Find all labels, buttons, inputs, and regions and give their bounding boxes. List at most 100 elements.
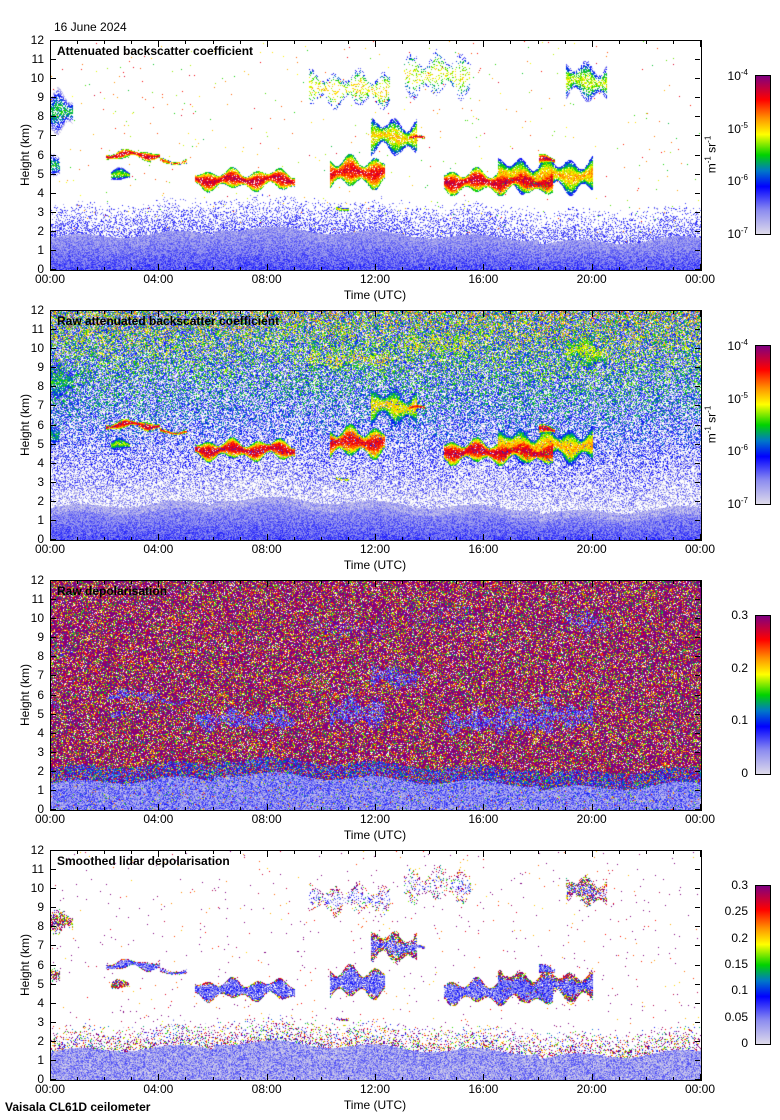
x-tick-mark <box>185 537 187 540</box>
y-tick-label: 1 <box>37 512 44 527</box>
y-tick-mark <box>695 78 700 80</box>
x-tick-mark <box>347 41 349 44</box>
colorbar <box>755 75 771 235</box>
y-tick-label: 10 <box>30 611 44 626</box>
x-tick-label: 16:00 <box>468 542 499 556</box>
y-tick-mark <box>51 367 56 369</box>
y-tick-mark <box>695 348 700 350</box>
x-tick-mark <box>185 1077 187 1080</box>
y-tick-label: 12 <box>30 33 44 47</box>
y-tick-mark <box>695 1079 700 1080</box>
y-tick-mark <box>695 926 700 928</box>
y-tick-mark <box>695 637 700 639</box>
x-tick-mark <box>456 1077 458 1080</box>
y-tick-label: 4 <box>37 185 44 200</box>
x-tick-mark <box>618 311 620 314</box>
x-tick-mark <box>158 264 160 270</box>
y-tick-mark <box>695 618 700 620</box>
x-tick-mark <box>77 267 79 270</box>
y-tick-mark <box>695 97 700 99</box>
x-tick-mark <box>347 267 349 270</box>
x-tick-mark <box>645 311 647 314</box>
x-tick-mark <box>239 807 241 810</box>
x-axis-label: Time (UTC) <box>343 828 407 842</box>
y-tick-mark <box>695 211 700 213</box>
y-tick-label: 4 <box>37 455 44 470</box>
x-tick-mark <box>266 581 268 587</box>
x-tick-mark <box>402 41 404 44</box>
x-tick-mark <box>672 537 674 540</box>
colorbar-tick-base: 0.15 <box>724 957 748 971</box>
y-tick-mark <box>695 945 700 947</box>
y-tick-label: 0 <box>37 532 44 546</box>
y-tick-label: 6 <box>37 957 44 972</box>
x-tick-mark <box>158 41 160 47</box>
y-tick-label: 0 <box>37 802 44 816</box>
x-tick-mark <box>402 1077 404 1080</box>
x-tick-label: 00:00 <box>684 1082 716 1096</box>
x-tick-mark <box>564 537 566 540</box>
x-tick-mark <box>510 807 512 810</box>
x-tick-mark <box>700 851 701 857</box>
x-tick-label: 20:00 <box>576 812 607 826</box>
x-tick-mark <box>185 311 187 314</box>
y-tick-label: 9 <box>37 90 44 105</box>
x-tick-mark <box>700 804 701 810</box>
unit-m: m <box>704 433 719 444</box>
x-tick-mark <box>375 804 376 810</box>
y-tick-mark <box>695 713 700 715</box>
x-tick-mark <box>645 807 647 810</box>
x-tick-mark <box>537 267 539 270</box>
x-tick-label: 04:00 <box>143 542 174 556</box>
x-tick-mark <box>375 851 376 857</box>
x-tick-mark <box>320 581 322 584</box>
colorbar-tick-label: 0 <box>700 1036 748 1050</box>
y-tick-label: 12 <box>30 303 44 317</box>
y-tick-label: 12 <box>30 843 44 857</box>
y-tick-mark <box>51 116 56 118</box>
plot-area-smoothed-depol: Smoothed lidar depolarisation <box>50 850 702 1081</box>
colorbar-tick-label: 10-5 <box>700 391 748 406</box>
y-tick-mark <box>51 230 56 232</box>
x-tick-mark <box>456 41 458 44</box>
x-tick-mark <box>591 534 593 540</box>
x-tick-mark <box>131 807 133 810</box>
x-tick-mark <box>591 1074 593 1080</box>
x-tick-mark <box>375 1074 376 1080</box>
x-tick-mark <box>77 41 79 44</box>
y-tick-label: 11 <box>31 322 44 337</box>
y-tick-mark <box>695 770 700 772</box>
y-tick-mark <box>695 888 700 890</box>
heatmap-attenuated-backscatter <box>51 41 701 270</box>
x-tick-label: 08:00 <box>251 812 282 826</box>
y-tick-label: 3 <box>37 474 44 489</box>
x-tick-mark <box>158 581 160 587</box>
y-tick-mark <box>51 481 56 483</box>
x-tick-mark <box>483 264 485 270</box>
y-tick-mark <box>51 1002 56 1004</box>
x-tick-mark <box>700 581 701 587</box>
x-tick-mark <box>645 267 647 270</box>
x-tick-mark <box>429 1077 431 1080</box>
x-tick-mark <box>185 851 187 854</box>
x-tick-mark <box>158 851 160 857</box>
x-tick-mark <box>591 804 593 810</box>
instrument-label: Vaisala CL61D ceilometer <box>5 1100 151 1114</box>
x-tick-mark <box>564 1077 566 1080</box>
unit-sr: sr <box>704 142 719 157</box>
y-tick-mark <box>51 869 56 871</box>
x-tick-mark <box>185 581 187 584</box>
colorbar-tick-base: 0.1 <box>731 983 748 998</box>
colorbar-tick-label: 10-4 <box>700 338 748 353</box>
x-tick-mark <box>672 267 674 270</box>
x-tick-mark <box>104 581 106 584</box>
y-tick-mark <box>51 154 56 156</box>
colorbar <box>755 885 771 1045</box>
x-tick-mark <box>131 1077 133 1080</box>
x-tick-mark <box>185 267 187 270</box>
y-tick-mark <box>51 211 56 213</box>
x-tick-mark <box>77 311 79 314</box>
y-tick-mark <box>695 154 700 156</box>
colorbar-tick-label: 10-6 <box>700 173 748 188</box>
x-tick-mark <box>429 267 431 270</box>
